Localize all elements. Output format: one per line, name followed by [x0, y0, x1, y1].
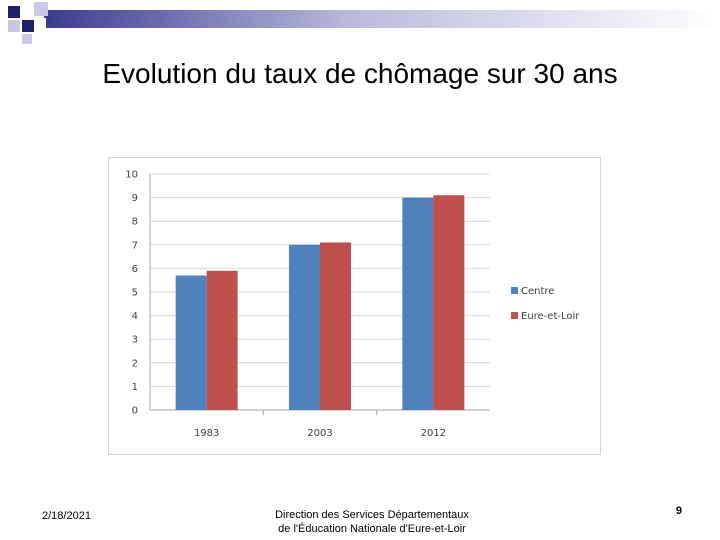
chart-container: 0 1 2 3 4 5 6 7 8 9 10 1983 2003 2012 Centre Eure-et-Lo… — [108, 157, 601, 455]
header-square — [34, 2, 48, 16]
legend-label: Centre — [521, 286, 554, 297]
x-tick-label: 1983 — [194, 428, 219, 439]
x-tick-label: 2003 — [307, 428, 332, 439]
y-tick-label: 9 — [132, 193, 138, 204]
bar — [433, 195, 465, 410]
legend-swatch — [511, 287, 518, 294]
x-tick-label: 2012 — [421, 428, 446, 439]
bar — [206, 270, 238, 410]
y-tick-label: 5 — [132, 288, 138, 299]
y-tick-label: 2 — [132, 358, 138, 369]
y-tick-label: 6 — [132, 264, 138, 275]
bar — [320, 242, 351, 410]
slide-title: Evolution du taux de chômage sur 30 ans — [102, 58, 618, 89]
footer-organization: Direction des Services Départementaux de… — [232, 508, 512, 536]
footer-date: 2/18/2021 — [42, 510, 91, 522]
y-tick-label: 1 — [132, 382, 138, 393]
header-square — [22, 6, 34, 18]
header-square — [8, 6, 20, 18]
bar — [402, 197, 434, 410]
legend-label: Eure-et-Loir — [521, 311, 580, 322]
y-tick-label: 3 — [132, 335, 138, 346]
page-number: 9 — [675, 505, 682, 517]
y-tick-label: 4 — [132, 311, 138, 322]
header-square — [36, 18, 46, 28]
y-tick-label: 7 — [132, 240, 138, 251]
y-tick-label: 0 — [132, 406, 138, 417]
bar-chart: 0 1 2 3 4 5 6 7 8 9 10 1983 2003 2012 Centre Eure-et-Lo… — [125, 170, 580, 440]
header-square — [8, 20, 20, 32]
header-square — [22, 20, 34, 32]
footer-org-line-2: de l'Éducation Nationale d'Eure-et-Loir — [278, 523, 466, 535]
header-square — [22, 34, 32, 44]
bar — [289, 244, 320, 410]
footer-org-line-1: Direction des Services Départementaux — [275, 509, 469, 521]
y-tick-label: 10 — [125, 170, 138, 181]
legend-swatch — [511, 312, 518, 319]
y-tick-label: 8 — [132, 217, 138, 228]
header-decoration — [8, 2, 720, 44]
header-gradient-band — [44, 10, 720, 28]
bar — [175, 275, 207, 410]
